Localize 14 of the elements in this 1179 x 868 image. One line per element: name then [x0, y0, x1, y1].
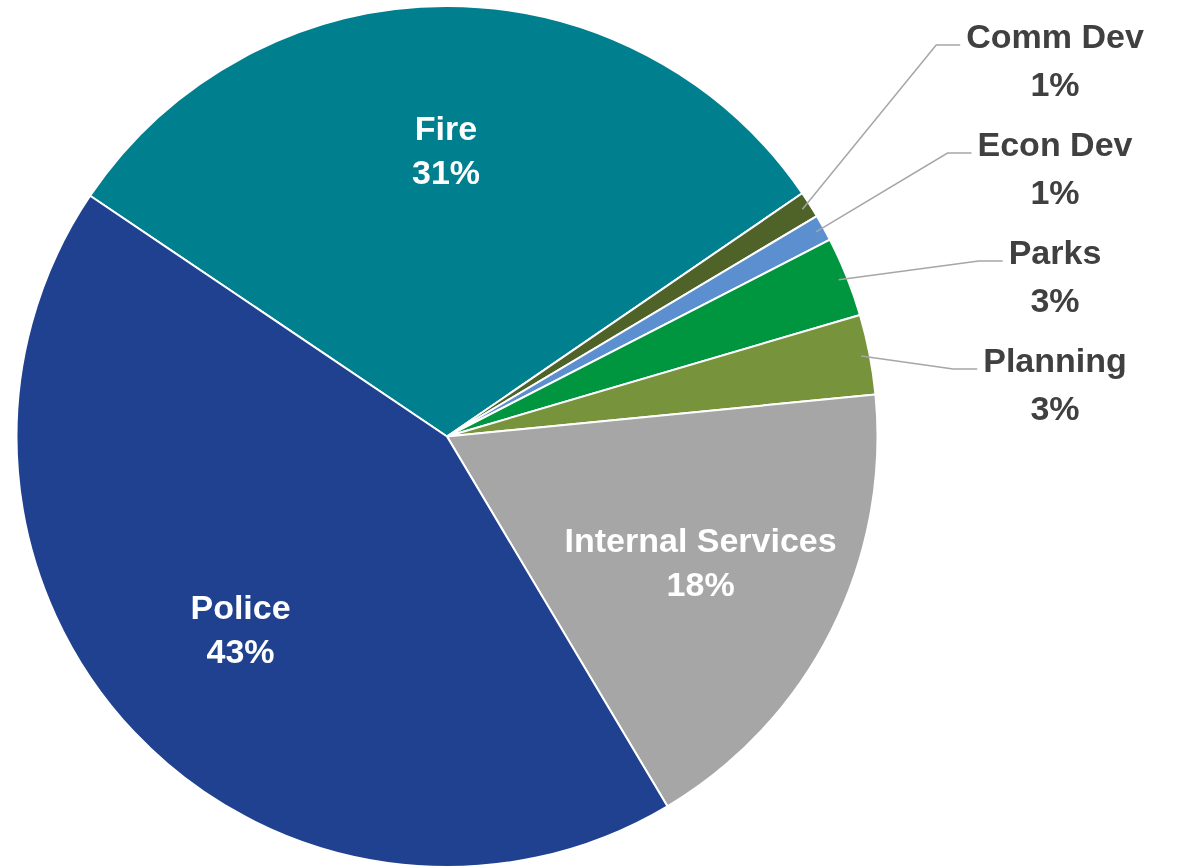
- data-label: 31%: [411, 152, 481, 191]
- slice-label: Police: [190, 588, 291, 627]
- data-label: 1%: [1030, 65, 1080, 104]
- slice-label: Planning: [983, 341, 1127, 380]
- slice-label: Fire: [414, 108, 478, 147]
- data-label: 43%: [206, 632, 275, 671]
- data-label: 3%: [1030, 281, 1080, 320]
- slice-label: Comm Dev: [966, 17, 1144, 56]
- data-label: 3%: [1030, 389, 1080, 428]
- data-label: 18%: [666, 564, 735, 603]
- slice-label: Parks: [1008, 233, 1102, 272]
- data-label: 1%: [1030, 173, 1080, 212]
- slice-label: Econ Dev: [977, 125, 1133, 164]
- slice-label: Internal Services: [564, 520, 837, 559]
